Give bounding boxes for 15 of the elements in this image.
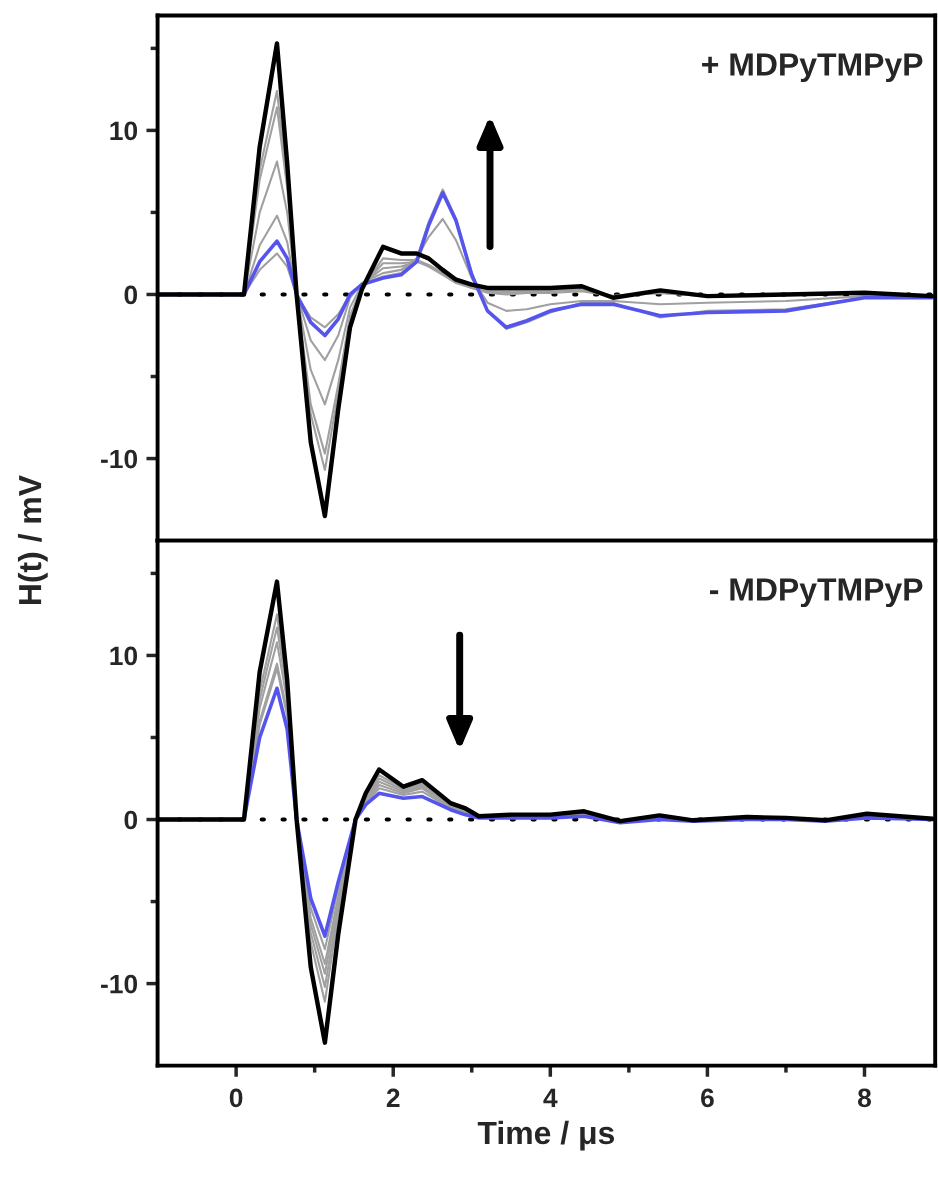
y-tick-label: 10 [110, 646, 138, 666]
y-tick-label: 0 [124, 285, 138, 305]
x-tick-label: 8 [857, 1088, 872, 1108]
x-axis-title: Time / μs [477, 1120, 615, 1151]
text: + MDPyTMPyP [702, 53, 923, 83]
y-tick-label: 0 [124, 810, 138, 830]
x-tick-label: 0 [229, 1088, 243, 1108]
y-axis-title: H(t) / mV [17, 475, 48, 605]
x-tick-label: 2 [386, 1088, 400, 1107]
x-tick-label: 4 [543, 1088, 558, 1107]
y-tick-label: 10 [110, 121, 138, 141]
y-tick-label: -10 [101, 974, 138, 994]
y-tick-label: -10 [101, 449, 138, 469]
x-tick-label: 6 [701, 1088, 714, 1108]
text: - MDPyTMPyP [710, 578, 923, 608]
